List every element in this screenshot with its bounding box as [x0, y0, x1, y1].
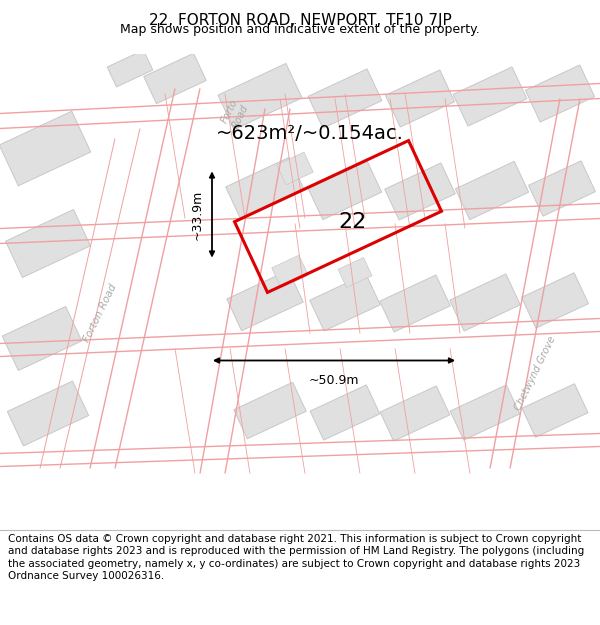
- Polygon shape: [0, 111, 91, 186]
- Polygon shape: [522, 384, 588, 438]
- Polygon shape: [7, 381, 89, 446]
- Text: Forto
Road: Forto Road: [220, 98, 250, 130]
- Polygon shape: [310, 274, 380, 331]
- Text: ~33.9m: ~33.9m: [191, 189, 204, 239]
- Polygon shape: [338, 258, 372, 288]
- Polygon shape: [455, 161, 529, 219]
- Text: Map shows position and indicative extent of the property.: Map shows position and indicative extent…: [120, 23, 480, 36]
- Polygon shape: [272, 255, 308, 288]
- Text: 22: 22: [339, 211, 367, 231]
- Polygon shape: [450, 385, 520, 440]
- Polygon shape: [380, 275, 450, 332]
- Polygon shape: [277, 152, 313, 185]
- Polygon shape: [218, 63, 302, 129]
- Polygon shape: [144, 53, 206, 104]
- Polygon shape: [450, 274, 520, 331]
- Polygon shape: [5, 209, 91, 278]
- Polygon shape: [234, 382, 306, 439]
- Text: 22, FORTON ROAD, NEWPORT, TF10 7JP: 22, FORTON ROAD, NEWPORT, TF10 7JP: [149, 13, 451, 28]
- Polygon shape: [380, 386, 450, 441]
- Polygon shape: [521, 273, 589, 328]
- Polygon shape: [310, 385, 380, 440]
- Polygon shape: [529, 161, 595, 216]
- Polygon shape: [107, 50, 153, 87]
- Polygon shape: [227, 270, 303, 331]
- Polygon shape: [453, 67, 527, 126]
- Polygon shape: [2, 306, 82, 371]
- Text: Contains OS data © Crown copyright and database right 2021. This information is : Contains OS data © Crown copyright and d…: [8, 534, 584, 581]
- Text: Chetwynd Grove: Chetwynd Grove: [512, 335, 557, 412]
- Polygon shape: [385, 70, 455, 127]
- Polygon shape: [226, 158, 304, 219]
- Polygon shape: [385, 163, 455, 220]
- Text: Forton Road: Forton Road: [82, 282, 118, 344]
- Text: ~50.9m: ~50.9m: [309, 374, 359, 388]
- Polygon shape: [526, 65, 595, 122]
- Polygon shape: [308, 69, 382, 128]
- Polygon shape: [308, 161, 382, 219]
- Text: ~623m²/~0.154ac.: ~623m²/~0.154ac.: [216, 124, 404, 143]
